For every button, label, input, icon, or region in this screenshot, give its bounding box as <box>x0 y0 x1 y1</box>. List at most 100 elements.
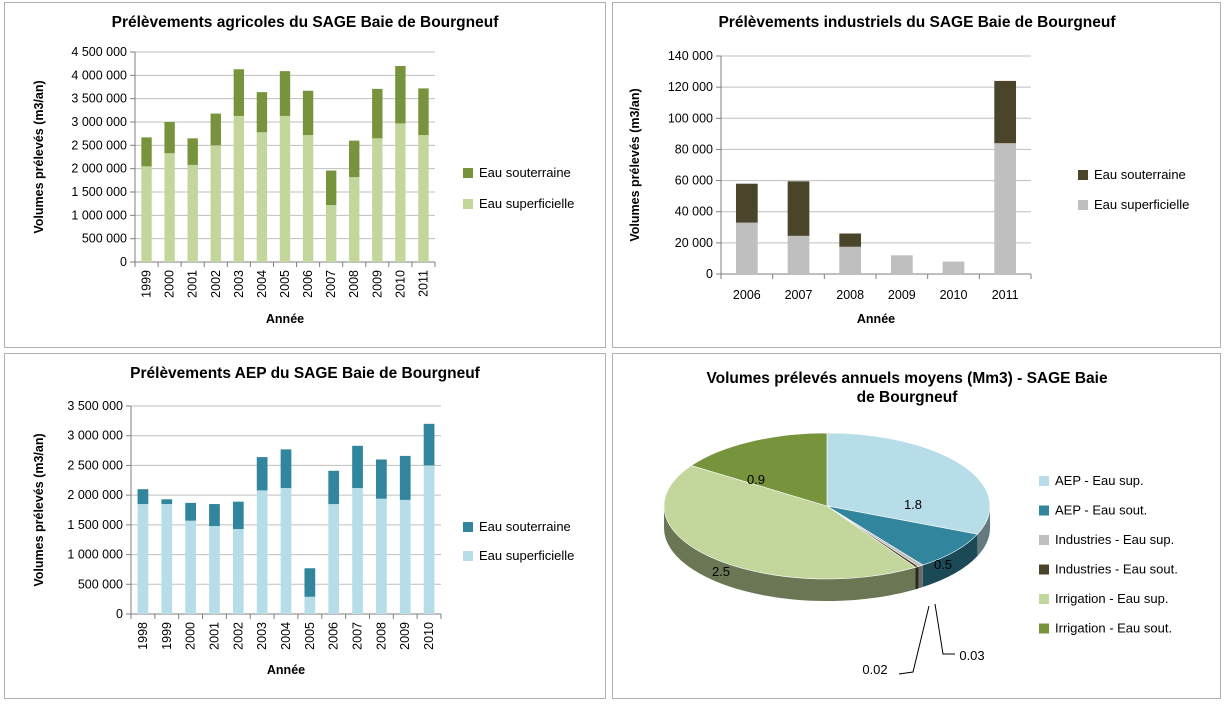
y-tick-label: 500 000 <box>82 232 127 246</box>
bar-ground-2002 <box>210 113 221 146</box>
bar-surface-2008 <box>839 246 862 274</box>
legend-swatch-surface <box>463 199 473 209</box>
y-tick-label: 40 000 <box>675 205 713 219</box>
y-tick-label: 1 500 000 <box>67 518 123 532</box>
x-tick-label: 2001 <box>207 622 221 650</box>
x-tick-label: 2010 <box>393 270 407 298</box>
y-tick-label: 1 000 000 <box>67 548 123 562</box>
legend-label-ground: Eau souterraine <box>1094 167 1186 182</box>
chart-title: Prélèvements agricoles du SAGE Baie de B… <box>112 14 500 31</box>
bar-surface-2010 <box>395 123 406 263</box>
bar-ground-2003 <box>256 457 268 491</box>
pie-value-label: 2.5 <box>712 564 730 579</box>
bar-ground-2001 <box>209 504 220 527</box>
legend-swatch-3 <box>1039 564 1049 575</box>
bar-ground-2006 <box>735 183 758 223</box>
y-tick-label: 500 000 <box>78 577 123 591</box>
pie-side-2 <box>918 565 923 589</box>
y-tick-label: 60 000 <box>675 174 713 188</box>
y-tick-label: 2 000 000 <box>71 162 127 176</box>
x-tick-label: 2005 <box>278 270 292 298</box>
x-tick-label: 2008 <box>836 288 864 302</box>
y-tick-label: 1 500 000 <box>71 185 127 199</box>
legend-label-surface: Eau superficielle <box>479 548 574 563</box>
x-tick-label: 2005 <box>303 622 317 650</box>
industrial-chart-panel: Prélèvements industriels du SAGE Baie de… <box>612 2 1221 348</box>
bar-ground-1999 <box>161 499 173 505</box>
bar-surface-2003 <box>233 115 245 262</box>
pie-slice-0 <box>826 432 991 535</box>
legend-swatch-ground <box>463 522 473 532</box>
bar-ground-2008 <box>839 233 862 247</box>
bar-ground-2008 <box>349 140 360 178</box>
legend-label-0: AEP - Eau sup. <box>1055 473 1144 488</box>
bar-ground-2005 <box>304 568 316 597</box>
bar-ground-2000 <box>185 502 196 521</box>
y-tick-label: 4 000 000 <box>71 68 127 82</box>
bar-ground-2006 <box>302 90 314 136</box>
pie-side-1 <box>922 534 978 588</box>
legend-label-3: Industries - Eau sout. <box>1055 562 1178 577</box>
bar-ground-2007 <box>787 181 810 236</box>
leader-line <box>898 605 930 675</box>
x-tick-label: 1999 <box>140 270 154 298</box>
bar-surface-1999 <box>161 504 173 614</box>
legend-label-ground: Eau souterraine <box>479 165 571 180</box>
legend-swatch-surface <box>463 551 473 561</box>
pie-slice-5 <box>690 432 828 507</box>
x-tick-label: 2003 <box>232 270 246 298</box>
x-tick-label: 2010 <box>422 622 436 650</box>
y-tick-label: 100 000 <box>668 111 713 125</box>
x-tick-label: 2000 <box>163 270 177 298</box>
x-tick-label: 2007 <box>785 288 813 302</box>
pie-value-label: 0.03 <box>959 648 984 663</box>
bar-surface-2003 <box>256 490 268 614</box>
legend-label-surface: Eau superficielle <box>479 196 574 211</box>
y-tick-label: 0 <box>120 255 127 269</box>
bar-ground-2005 <box>279 71 291 116</box>
x-tick-label: 2009 <box>370 270 384 298</box>
x-axis-label: Année <box>857 312 895 326</box>
bar-surface-2008 <box>349 177 360 262</box>
bar-surface-2006 <box>735 222 758 274</box>
aep-chart: Prélèvements AEP du SAGE Baie de Bourgne… <box>32 365 574 677</box>
x-axis-label: Année <box>267 663 305 677</box>
bar-ground-2006 <box>328 470 340 505</box>
legend-label-5: Irrigation - Eau sout. <box>1055 621 1172 636</box>
aep-chart-panel: Prélèvements AEP du SAGE Baie de Bourgne… <box>4 353 606 699</box>
bar-surface-2011 <box>994 143 1017 274</box>
bar-ground-2007 <box>352 445 363 489</box>
x-tick-label: 2003 <box>255 622 269 650</box>
x-tick-label: 2011 <box>992 288 1019 302</box>
pie-slice-1 <box>826 505 978 566</box>
bar-surface-2007 <box>787 235 810 274</box>
bar-surface-2000 <box>185 520 196 614</box>
pie-side-4 <box>664 506 916 601</box>
y-tick-label: 2 000 000 <box>67 488 123 502</box>
x-tick-label: 2006 <box>301 270 315 298</box>
bar-ground-1999 <box>141 137 152 167</box>
legend-swatch-surface <box>1078 200 1088 210</box>
bar-surface-2010 <box>423 465 435 614</box>
bar-surface-2002 <box>232 529 244 614</box>
industrial-chart: Prélèvements industriels du SAGE Baie de… <box>628 14 1189 326</box>
x-tick-label: 2004 <box>255 270 269 298</box>
agricultural-chart: Prélèvements agricoles du SAGE Baie de B… <box>32 14 574 326</box>
legend-label-1: AEP - Eau sout. <box>1055 503 1147 518</box>
y-axis-label: Volumes prélevés (m3/an) <box>32 433 46 586</box>
legend-label-ground: Eau souterraine <box>479 519 571 534</box>
bar-surface-2002 <box>210 145 221 262</box>
x-tick-label: 2006 <box>733 288 761 302</box>
legend-label-surface: Eau superficielle <box>1094 197 1189 212</box>
bar-surface-2009 <box>372 138 383 262</box>
x-tick-label: 1999 <box>160 622 174 650</box>
bar-surface-2007 <box>352 488 363 614</box>
bar-ground-2010 <box>423 423 435 466</box>
x-tick-label: 2007 <box>324 270 338 298</box>
y-axis-label: Volumes prélevés (m3/an) <box>628 88 642 241</box>
pie-value-label: 0.9 <box>747 472 765 487</box>
agricultural-chart-panel: Prélèvements agricoles du SAGE Baie de B… <box>4 2 606 348</box>
bar-surface-2009 <box>890 255 913 274</box>
bar-surface-2009 <box>399 499 411 614</box>
x-tick-label: 2008 <box>374 622 388 650</box>
